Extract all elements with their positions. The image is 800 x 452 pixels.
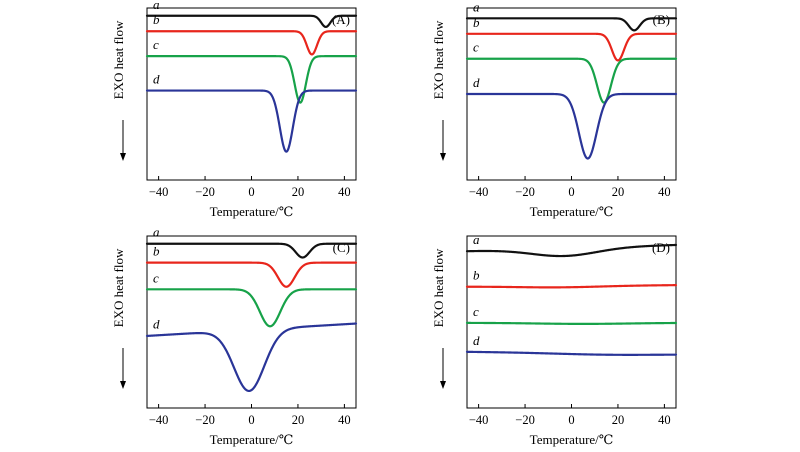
curve-label-a: a xyxy=(473,0,480,14)
curve-label-a: a xyxy=(153,0,160,12)
curve-a xyxy=(145,242,358,259)
panel-label: (C) xyxy=(333,240,350,255)
curve-d xyxy=(145,89,358,153)
y-axis-title: EXO heat flow xyxy=(431,20,446,99)
curve-b xyxy=(465,32,678,62)
curve-label-c: c xyxy=(153,270,159,285)
x-tick-label: −40 xyxy=(149,185,169,199)
x-tick-label: 40 xyxy=(338,185,351,199)
curve-label-d: d xyxy=(473,333,480,348)
x-tick-label: 0 xyxy=(248,413,254,427)
dsc-panel-a: −40 −20 0 20 40 Temperature/℃ EXO heat flow (A)… xyxy=(111,0,358,219)
curve-label-b: b xyxy=(153,12,160,27)
x-tick-label: 40 xyxy=(658,185,671,199)
exo-arrow-head xyxy=(120,381,126,389)
curve-a xyxy=(145,14,358,29)
x-tick-label: 0 xyxy=(568,413,574,427)
x-tick-label: 20 xyxy=(292,413,305,427)
x-axis-title: Temperature/℃ xyxy=(530,204,614,219)
x-tick-label: −20 xyxy=(515,185,535,199)
curve-label-a: a xyxy=(153,225,160,240)
x-tick-label: −20 xyxy=(515,413,535,427)
x-axis-title: Temperature/℃ xyxy=(530,432,614,447)
curve-b xyxy=(465,284,678,289)
x-axis-title: Temperature/℃ xyxy=(210,432,294,447)
curve-label-b: b xyxy=(473,268,480,283)
curve-d xyxy=(465,350,678,356)
curve-label-c: c xyxy=(153,37,159,52)
curve-a xyxy=(465,17,678,32)
x-tick-label: 0 xyxy=(568,185,574,199)
dsc-panel-b: −40 −20 0 20 40 Temperature/℃ EXO heat flow (B)… xyxy=(431,0,678,219)
curve-c xyxy=(145,55,358,104)
x-tick-label: 40 xyxy=(658,413,671,427)
x-tick-label: −40 xyxy=(469,413,489,427)
exo-arrow-head xyxy=(120,153,126,161)
panel-label: (A) xyxy=(332,12,350,27)
x-tick-label: 0 xyxy=(248,185,254,199)
curve-label-b: b xyxy=(153,244,160,259)
x-axis-title: Temperature/℃ xyxy=(210,204,294,219)
x-tick-label: 20 xyxy=(292,185,305,199)
y-axis-title: EXO heat flow xyxy=(111,248,126,327)
curve-c xyxy=(465,57,678,104)
curve-a xyxy=(465,243,678,258)
panel-label: (D) xyxy=(652,240,670,255)
curve-label-c: c xyxy=(473,40,479,55)
curve-label-d: d xyxy=(153,72,160,87)
x-tick-label: −20 xyxy=(195,413,215,427)
dsc-panel-c: −40 −20 0 20 40 Temperature/℃ EXO heat flow (C)… xyxy=(111,225,358,447)
curve-c xyxy=(145,288,358,328)
curve-label-d: d xyxy=(473,75,480,90)
curve-label-a: a xyxy=(473,232,480,247)
curve-label-b: b xyxy=(473,15,480,30)
exo-arrow-head xyxy=(440,381,446,389)
y-axis-title: EXO heat flow xyxy=(431,248,446,327)
x-tick-label: −40 xyxy=(469,185,489,199)
dsc-panel-d: −40 −20 0 20 40 Temperature/℃ EXO heat flow (D)… xyxy=(431,232,678,447)
x-tick-label: 20 xyxy=(612,185,625,199)
x-tick-label: −20 xyxy=(195,185,215,199)
x-tick-label: −40 xyxy=(149,413,169,427)
x-tick-label: 20 xyxy=(612,413,625,427)
exo-arrow-head xyxy=(440,153,446,161)
curve-label-d: d xyxy=(153,317,160,332)
curve-b xyxy=(145,30,358,56)
curve-label-c: c xyxy=(473,304,479,319)
plot-frame xyxy=(146,7,357,181)
curve-d xyxy=(145,322,358,393)
y-axis-title: EXO heat flow xyxy=(111,20,126,99)
curve-b xyxy=(145,261,358,288)
curve-c xyxy=(465,321,678,325)
curve-d xyxy=(465,92,678,160)
panel-label: (B) xyxy=(653,12,670,27)
x-tick-label: 40 xyxy=(338,413,351,427)
